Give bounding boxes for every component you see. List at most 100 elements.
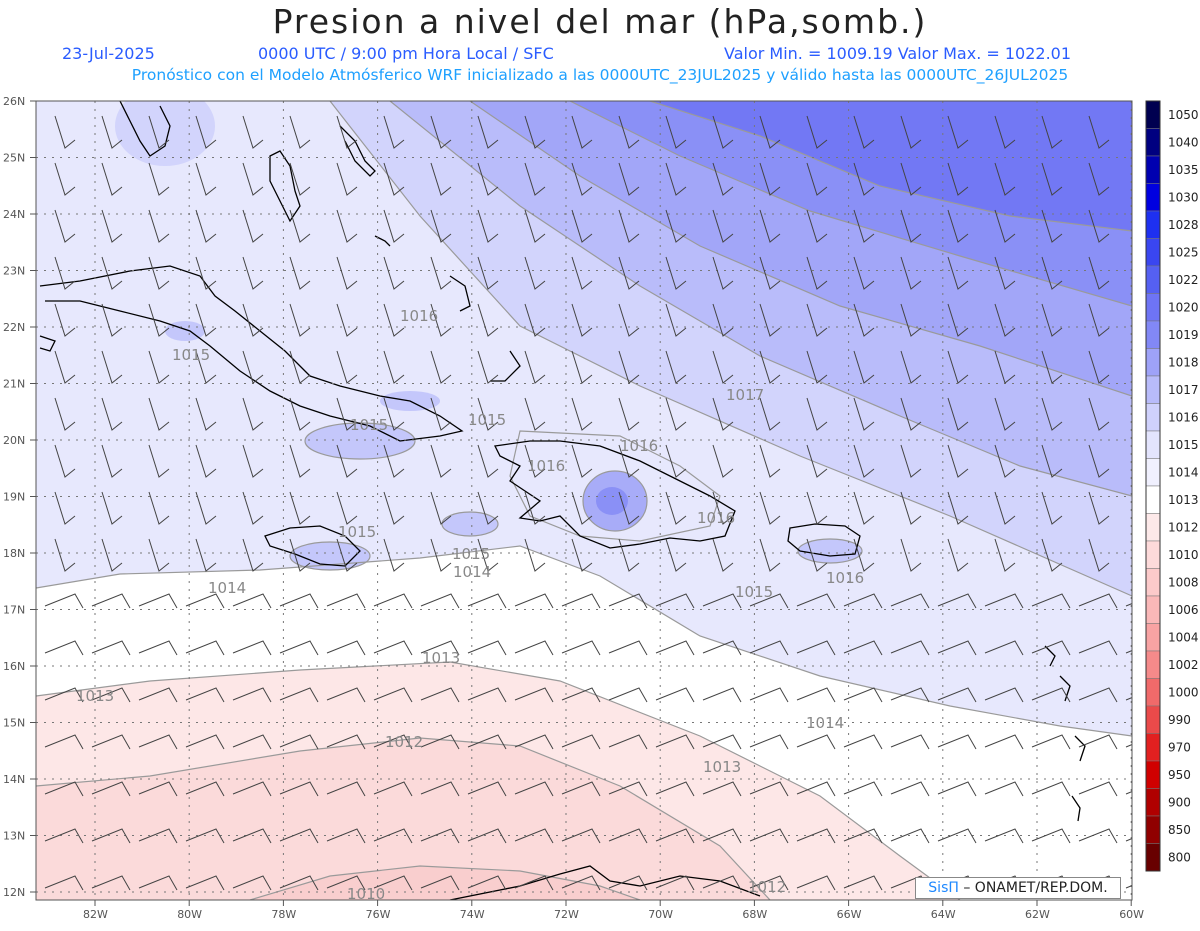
wind-barb: [101, 115, 123, 149]
wind-barb: [806, 303, 828, 337]
wind-barb: [44, 734, 84, 750]
legend-swatch: [1145, 458, 1161, 487]
lon-label: 70W: [648, 908, 673, 921]
wind-barb: [796, 640, 836, 656]
wind-barb: [524, 256, 546, 290]
lat-label: 17N: [3, 604, 25, 617]
wind-barb: [383, 115, 405, 149]
wind-barb: [618, 162, 640, 196]
legend-label: 1013: [1168, 493, 1199, 507]
wind-barb: [91, 593, 131, 609]
wind-barb: [336, 491, 358, 525]
wind-barb: [994, 256, 1016, 290]
lat-label: 13N: [3, 830, 25, 843]
wind-barb: [843, 640, 883, 656]
color-legend: 1050 1040 1035 1030 1028 1025 1022 1020 1019 1018…: [1145, 100, 1199, 872]
wind-barb: [1078, 593, 1118, 609]
wind-barb: [1041, 350, 1063, 384]
wind-barb: [900, 256, 922, 290]
wind-barb: [289, 538, 311, 572]
contour-label: 1014: [453, 563, 491, 581]
wind-barb: [618, 115, 640, 149]
wind-barb: [796, 828, 836, 844]
latitude-axis: 26N 25N 24N 23N 22N 21N 20N 19N 18N 17N 16N 15N 14N 1…: [3, 95, 36, 899]
wind-barb: [195, 397, 217, 431]
wind-barb: [430, 397, 452, 431]
wind-barb: [712, 538, 734, 572]
lon-label: 74W: [460, 908, 485, 921]
contour-label: 1015: [735, 583, 773, 601]
wind-barb: [1088, 397, 1110, 431]
wind-barb: [430, 303, 452, 337]
wind-barb: [702, 687, 742, 703]
wind-barb: [618, 256, 640, 290]
wind-barb: [571, 115, 593, 149]
wind-barb: [994, 115, 1016, 149]
wind-barb: [420, 875, 460, 891]
wind-barb: [467, 781, 507, 797]
wind-barb: [1031, 593, 1071, 609]
wind-barb: [242, 209, 264, 243]
wind-barb: [524, 209, 546, 243]
wind-barb: [712, 491, 734, 525]
wind-barb: [289, 209, 311, 243]
wind-barb: [994, 397, 1016, 431]
wind-barb: [561, 593, 601, 609]
contour-label: 1015: [350, 416, 388, 434]
wind-barb: [326, 828, 366, 844]
wind-barb: [571, 303, 593, 337]
legend-swatch: [1145, 705, 1161, 734]
wind-barb: [524, 397, 546, 431]
wind-barb: [900, 350, 922, 384]
wind-barb: [289, 256, 311, 290]
wind-barb: [467, 640, 507, 656]
wind-barb: [467, 687, 507, 703]
lat-label: 26N: [3, 96, 25, 108]
wind-barb: [655, 640, 695, 656]
wind-barb: [91, 734, 131, 750]
wind-barb: [148, 256, 170, 290]
wind-barb: [994, 303, 1016, 337]
wind-barb: [655, 687, 695, 703]
wind-barb: [890, 781, 930, 797]
wind-barb: [1041, 538, 1063, 572]
wind-barb: [420, 828, 460, 844]
wind-barb: [1078, 781, 1118, 797]
legend-swatch: [1145, 128, 1161, 157]
wind-barb: [1088, 444, 1110, 478]
wind-barb: [54, 303, 76, 337]
legend-swatch: [1145, 155, 1161, 184]
wind-barb: [514, 593, 554, 609]
plot-frame: [35, 100, 1133, 901]
wind-barb: [54, 209, 76, 243]
lon-label: 66W: [837, 908, 862, 921]
wind-barb: [430, 209, 452, 243]
legend-label: 950: [1168, 768, 1191, 782]
wind-barb: [665, 256, 687, 290]
lon-label: 76W: [366, 908, 391, 921]
sispi-logo: SisΠ: [928, 880, 959, 896]
contour-label: 1016: [826, 569, 864, 587]
wind-barb: [759, 444, 781, 478]
wind-barb: [373, 734, 413, 750]
wind-barb: [44, 828, 84, 844]
wind-barb: [336, 256, 358, 290]
wind-barb: [947, 256, 969, 290]
legend-label: 1019: [1168, 328, 1199, 342]
wind-barb: [561, 734, 601, 750]
legend-swatch: [1145, 595, 1161, 624]
wind-barb: [524, 444, 546, 478]
wind-barb: [326, 640, 366, 656]
map-title: Presion a nivel del mar (hPa,somb.): [272, 2, 928, 41]
wind-barb: [984, 640, 1024, 656]
wind-barb: [420, 781, 460, 797]
wind-barb: [608, 828, 648, 844]
wind-barb: [326, 687, 366, 703]
wind-barb: [853, 444, 875, 478]
wind-barb: [467, 734, 507, 750]
lon-label: 78W: [271, 908, 296, 921]
wind-barb: [984, 781, 1024, 797]
wind-barb: [890, 734, 930, 750]
wind-barb: [1031, 781, 1071, 797]
wind-barb: [383, 491, 405, 525]
